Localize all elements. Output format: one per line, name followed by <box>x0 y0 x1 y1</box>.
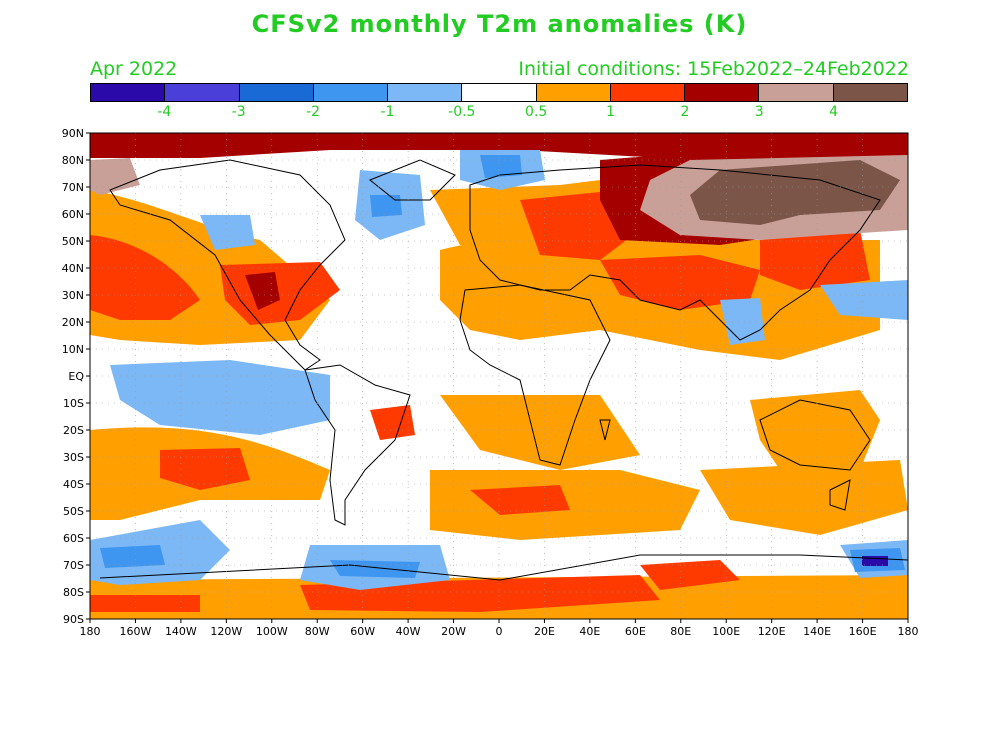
legend-swatch <box>833 84 907 101</box>
lat-tick-label: 60N <box>62 208 84 221</box>
lat-tick-label: 20N <box>62 316 84 329</box>
lon-tick-label: 40E <box>579 625 600 638</box>
lat-tick-label: 50N <box>62 235 84 248</box>
lat-tick-label: 70S <box>63 559 84 572</box>
lat-tick-label: 80N <box>62 154 84 167</box>
lat-tick-label: 70N <box>62 181 84 194</box>
lat-tick-label: 10S <box>63 397 84 410</box>
legend-label: -4 <box>157 104 172 120</box>
legend-label: 2 <box>680 104 690 120</box>
lon-tick-label: 60W <box>350 625 375 638</box>
legend-label: 3 <box>754 104 764 120</box>
lat-tick-label: 10N <box>62 343 84 356</box>
legend-swatch <box>610 84 686 101</box>
lon-tick-label: 40W <box>396 625 421 638</box>
legend-label: -3 <box>231 104 246 120</box>
lon-tick-label: 160W <box>120 625 152 638</box>
lat-tick-label: 40S <box>63 478 84 491</box>
legend-swatch <box>91 84 166 101</box>
lat-tick-label: 30S <box>63 451 84 464</box>
extreme-warm-regions <box>90 155 908 240</box>
lat-tick-label: 90N <box>62 127 84 140</box>
lon-tick-label: 80E <box>670 625 691 638</box>
lat-tick-label: 90S <box>63 613 84 626</box>
lon-tick-label: 140W <box>165 625 197 638</box>
lat-tick-label: 80S <box>63 586 84 599</box>
lat-tick-label: 40N <box>62 262 84 275</box>
map-title: CFSv2 monthly T2m anomalies (K) <box>251 10 748 38</box>
legend-labels: -4 -3 -2 -1 -0.5 0.5 1 2 3 4 <box>90 104 908 122</box>
legend-label: -0.5 <box>448 104 476 120</box>
legend-swatch <box>165 84 240 101</box>
initial-conditions: Initial conditions: 15Feb2022–24Feb2022 <box>518 58 909 80</box>
lon-tick-label: 160E <box>849 625 877 638</box>
lon-tick-label: 20E <box>534 625 555 638</box>
legend-swatch <box>239 84 314 101</box>
lat-tick-label: 30N <box>62 289 84 302</box>
legend-label: -1 <box>380 104 395 120</box>
lon-tick-label: 60E <box>625 625 646 638</box>
lon-tick-label: 120E <box>758 625 786 638</box>
lon-tick-label: 180 <box>80 625 101 638</box>
color-legend <box>90 83 908 102</box>
legend-swatch <box>388 84 463 101</box>
legend-swatch <box>313 84 389 101</box>
forecast-month: Apr 2022 <box>90 58 178 80</box>
lon-tick-label: 140E <box>803 625 831 638</box>
lat-tick-label: 20S <box>63 424 84 437</box>
lat-tick-label: 50S <box>63 505 84 518</box>
coldest-anomaly-region <box>862 556 888 566</box>
lon-tick-label: 180 <box>898 625 919 638</box>
legend-label: 1 <box>606 104 615 120</box>
coastlines <box>99 159 908 581</box>
lon-tick-label: 100W <box>256 625 288 638</box>
legend-label: 0.5 <box>525 104 548 120</box>
lon-tick-label: 80W <box>305 625 330 638</box>
legend-swatch <box>759 84 834 101</box>
longitude-axis: 180 160W 140W 120W 100W 80W 60W 40W 20W 0 20E 40E 60… <box>80 619 919 638</box>
latitude-axis: 90N 80N 70N 60N 50N 40N 30N 20N 10N EQ 10S 20S 30S 40… <box>62 127 90 626</box>
lon-tick-label: 100E <box>712 625 740 638</box>
legend-swatch <box>685 84 760 101</box>
legend-swatch <box>536 84 611 101</box>
legend-label: 4 <box>829 104 839 120</box>
lon-tick-label: 20W <box>441 625 466 638</box>
legend-label: -2 <box>306 104 321 120</box>
lat-tick-label: EQ <box>68 370 84 383</box>
graticule <box>90 133 908 619</box>
lon-tick-label: 0 <box>496 625 503 638</box>
legend-swatch <box>462 84 537 101</box>
lon-tick-label: 120W <box>210 625 242 638</box>
lat-tick-label: 60S <box>63 532 84 545</box>
